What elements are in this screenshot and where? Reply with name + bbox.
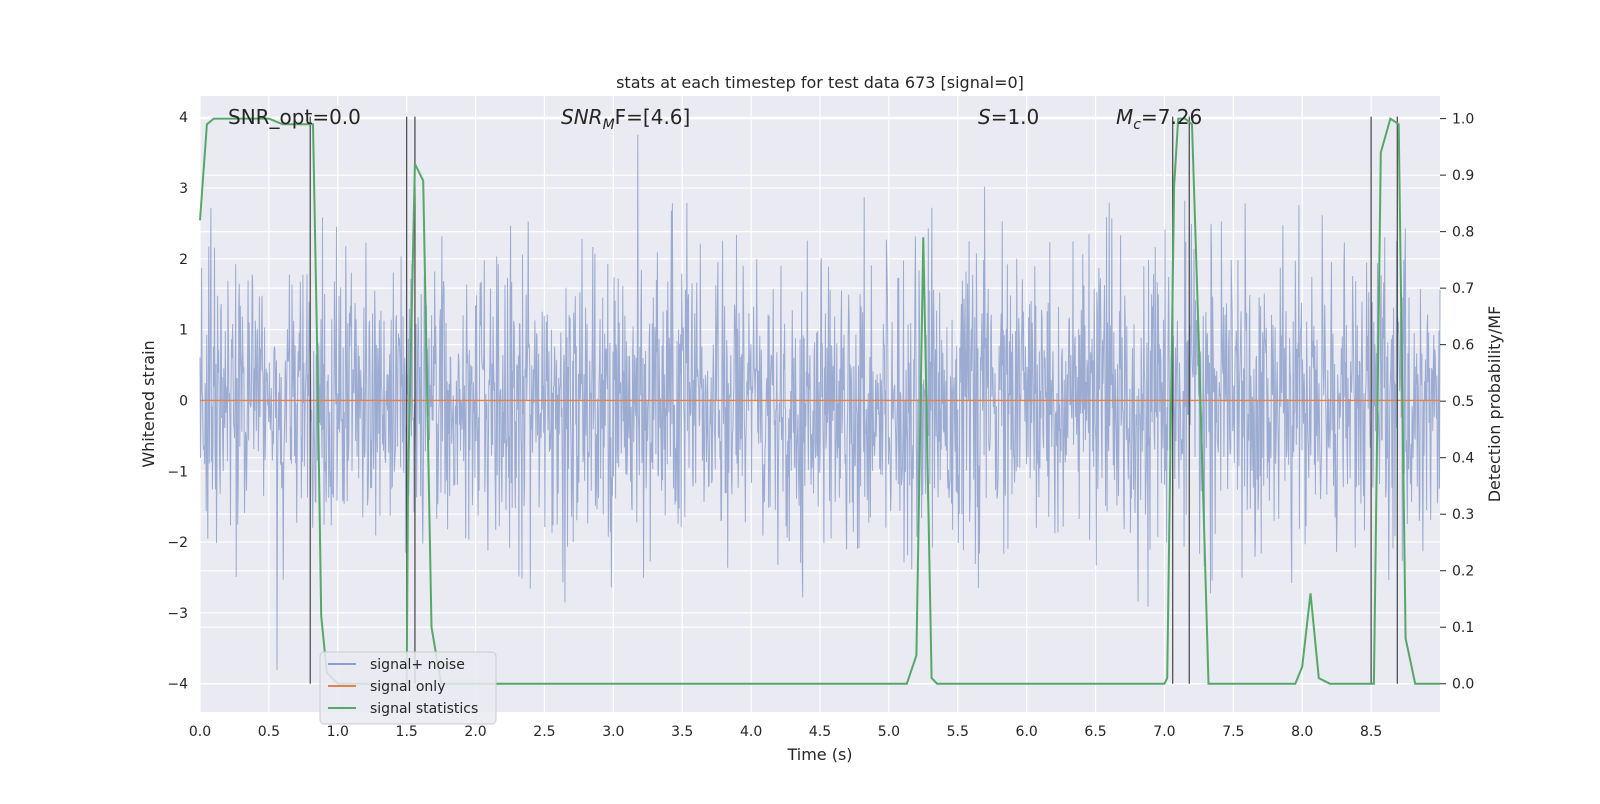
x-tick-label: 1.5	[396, 724, 418, 740]
y-right-tick-label: 0.5	[1452, 394, 1474, 410]
x-tick-label: 5.5	[947, 724, 969, 740]
y-left-tick-label: −2	[167, 535, 188, 551]
x-tick-label: 4.0	[740, 724, 762, 740]
signal-statistics-line	[199, 116, 1440, 685]
y-right-axis-ticks: 1.0 0.9 0.8 0.7 0.6 0.5 0.4 0.3 0.2 0.1 0.0	[1440, 112, 1474, 693]
x-tick-label: 2.5	[533, 724, 555, 740]
x-tick-label: 8.0	[1291, 724, 1313, 740]
legend-box	[319, 651, 497, 725]
y-right-tick-label: 0.2	[1452, 564, 1474, 580]
x-tick-label: 6.0	[1016, 724, 1038, 740]
x-tick-label: 4.5	[809, 724, 831, 740]
y-right-tick-label: 0.7	[1452, 281, 1474, 297]
x-tick-label: 8.5	[1360, 724, 1382, 740]
x-tick-label: 5.0	[878, 724, 900, 740]
y-left-axis-label: Whitened strain	[139, 340, 158, 467]
legend-label-signal-noise: signal+ noise	[370, 657, 465, 673]
x-tick-label: 7.0	[1153, 724, 1175, 740]
x-tick-label: 7.5	[1222, 724, 1244, 740]
legend-label-signal-statistics: signal statistics	[370, 701, 478, 717]
signal-statistics-series	[199, 116, 1440, 685]
y-right-tick-label: 0.9	[1452, 168, 1474, 184]
annotation-s: S=1.0	[978, 105, 1039, 129]
x-tick-label: 0.5	[258, 724, 280, 740]
legend-label-signal-only: signal only	[370, 679, 445, 695]
y-left-tick-label: 2	[179, 252, 188, 268]
chart-title: stats at each timestep for test data 673…	[616, 73, 1024, 92]
y-left-tick-label: −1	[167, 464, 188, 480]
annotation-mc: Mc=7.26	[1116, 105, 1202, 133]
y-right-tick-label: 1.0	[1452, 112, 1474, 128]
y-right-tick-label: 0.6	[1452, 338, 1474, 354]
legend: signal+ noise signal only signal statist…	[319, 651, 497, 725]
x-tick-label: 0.0	[189, 724, 211, 740]
y-left-axis-ticks: 4 3 2 1 0 −1 −2 −3 −4	[167, 110, 188, 692]
x-axis-label: Time (s)	[786, 745, 852, 764]
y-right-tick-label: 0.8	[1452, 225, 1474, 241]
x-tick-label: 3.5	[671, 724, 693, 740]
y-right-tick-label: 0.1	[1452, 620, 1474, 636]
y-right-tick-label: 0.3	[1452, 507, 1474, 523]
y-right-axis-label: Detection probability/MF	[1485, 306, 1504, 503]
y-left-tick-label: 3	[179, 181, 188, 197]
x-tick-label: 6.5	[1084, 724, 1106, 740]
y-left-tick-label: 0	[179, 393, 188, 409]
y-left-tick-label: −4	[167, 677, 188, 693]
y-left-tick-label: 4	[179, 110, 188, 126]
y-right-tick-label: 0.4	[1452, 451, 1474, 467]
y-left-tick-label: −3	[167, 606, 188, 622]
x-tick-label: 1.0	[327, 724, 349, 740]
annotation-snr-opt: SNR_opt=0.0	[228, 105, 361, 129]
x-tick-label: 2.0	[464, 724, 486, 740]
x-tick-label: 3.0	[602, 724, 624, 740]
y-right-tick-label: 0.0	[1452, 677, 1474, 693]
annotation-snr-mf: SNRMF=[4.6]	[561, 105, 690, 133]
y-left-tick-label: 1	[179, 323, 188, 339]
x-axis-ticks: 0.0 0.5 1.0 1.5 2.0 2.5 3.0 3.5 4.0 4.5 5.0 5.5 6.0 6…	[189, 724, 1382, 740]
